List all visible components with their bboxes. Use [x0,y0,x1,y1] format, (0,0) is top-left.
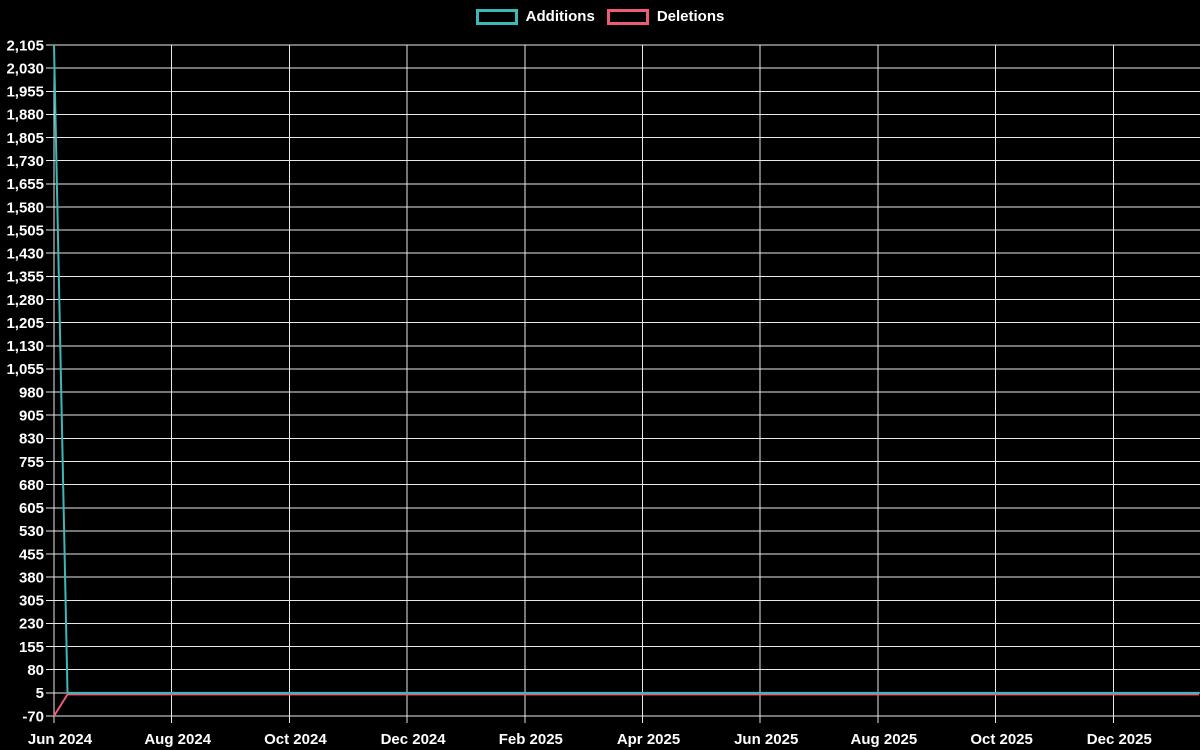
y-tick-label: 605 [19,500,44,517]
y-tick-label: 755 [19,454,44,471]
y-tick-label: 1,955 [6,84,44,101]
x-tick-label: Oct 2024 [264,731,327,748]
x-tick-label: Dec 2025 [1087,731,1152,748]
y-tick-label: 2,105 [6,37,44,54]
x-tick-label: Oct 2025 [970,731,1033,748]
y-tick-label: 1,730 [6,153,44,170]
legend-swatch-deletions [606,9,649,25]
y-tick-label: 530 [19,523,44,540]
y-tick-label: 155 [19,639,44,656]
y-tick-label: 1,880 [6,107,44,124]
x-tick-label: Apr 2025 [617,731,680,748]
x-tick-label: Dec 2024 [381,731,447,748]
y-tick-label: 1,130 [6,338,44,355]
axis-labels: 2,105 2,030 1,955 1,880 1,805 1,730 1,655 1,580… [6,37,1151,748]
y-tick-label: 830 [19,431,44,448]
y-tick-label: 80 [27,662,44,679]
axis-ticks [46,44,1114,723]
y-tick-label: 380 [19,569,44,586]
y-tick-label: 1,430 [6,246,44,263]
y-tick-label: 230 [19,616,44,633]
y-tick-label: 905 [19,408,44,425]
y-tick-label: 1,655 [6,176,44,193]
deletions-line [53,693,1199,717]
legend-item-deletions: Deletions [606,7,725,27]
y-tick-label: 1,505 [6,222,44,239]
y-tick-label: 1,205 [6,315,44,332]
x-tick-label: Aug 2024 [144,731,211,748]
additions-line [53,44,1199,694]
y-tick-label: 1,355 [6,269,44,286]
legend-label: Additions [525,8,595,25]
y-tick-label: 980 [19,384,44,401]
x-tick-label: Jun 2024 [28,731,93,748]
x-tick-label: Feb 2025 [499,731,563,748]
y-tick-label: 1,805 [6,130,44,147]
legend-label: Deletions [656,8,725,25]
y-tick-label: 305 [19,593,44,610]
y-tick-label: 5 [36,685,44,702]
y-tick-label: 680 [19,477,44,494]
grid [53,44,1200,717]
y-tick-label: 1,280 [6,292,44,309]
y-tick-label: 455 [19,546,44,563]
y-tick-label: -70 [22,708,44,725]
legend-item-additions: Additions [475,7,595,27]
legend-swatch-additions [475,9,518,25]
y-tick-label: 1,055 [6,361,44,378]
chart-legend: Additions Deletions [0,7,1200,27]
x-tick-label: Jun 2025 [734,731,798,748]
x-tick-label: Aug 2025 [851,731,918,748]
y-tick-label: 2,030 [6,60,44,77]
y-tick-label: 1,580 [6,199,44,216]
